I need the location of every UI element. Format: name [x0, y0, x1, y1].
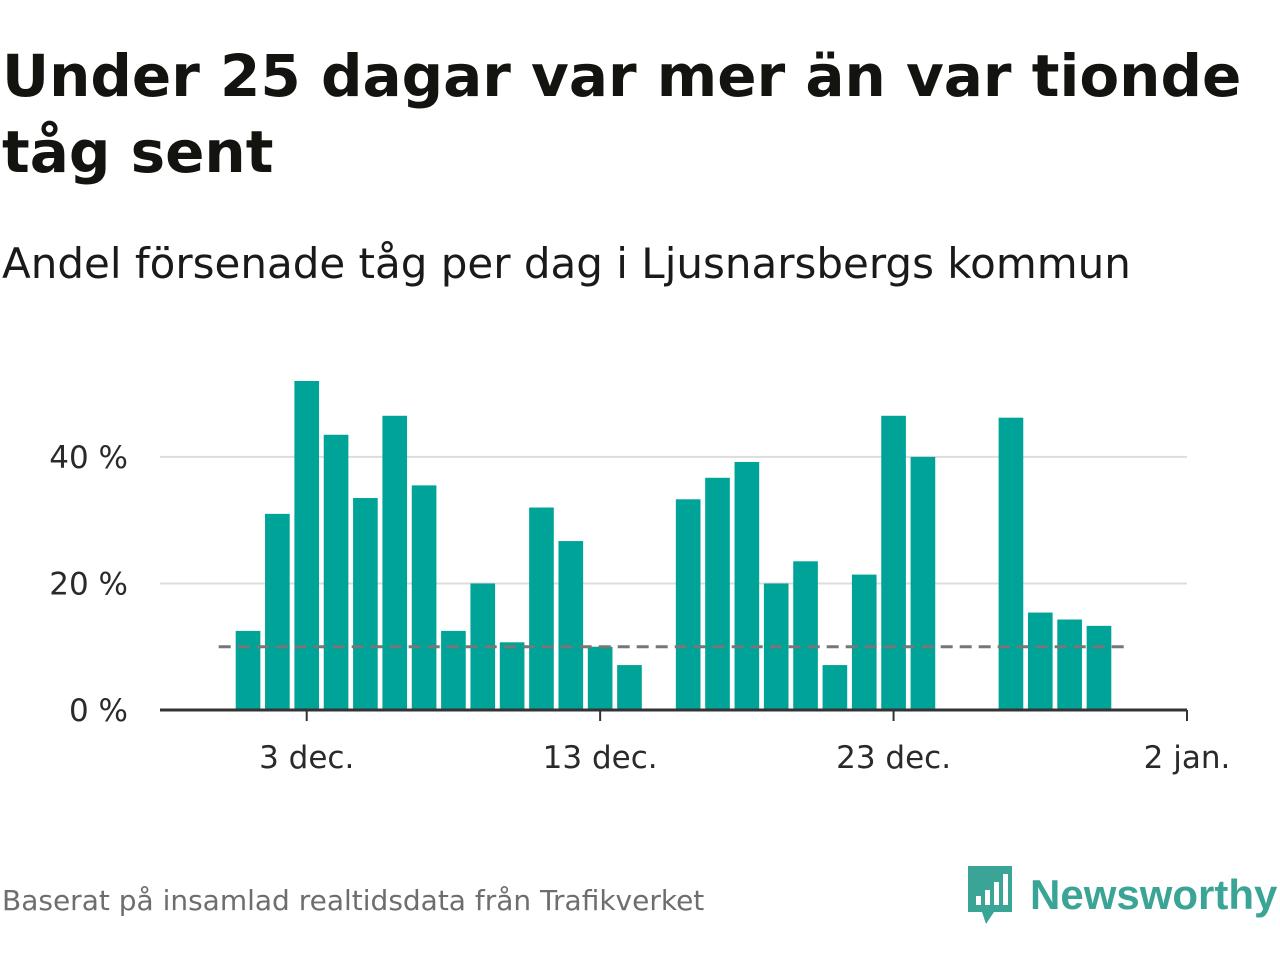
bar-chart: 0 % 20 % 40 % 3 dec. 13 dec. 23 dec. 2 jan. — [49, 380, 1231, 776]
bar — [499, 642, 525, 710]
bar — [822, 665, 848, 710]
x-tick-label: 3 dec. — [259, 740, 354, 776]
bar — [411, 485, 437, 710]
y-tick-label: 40 % — [49, 440, 128, 476]
brand-name: Newsworthy — [1030, 871, 1278, 918]
chart-subtitle: Andel försenade tåg per dag i Ljusnarsbe… — [2, 239, 1131, 288]
bar — [1057, 619, 1082, 710]
source-note: Baserat på insamlad realtidsdata från Tr… — [2, 884, 705, 917]
bar — [910, 456, 936, 710]
bar — [558, 541, 584, 710]
bar — [1027, 612, 1053, 710]
bar — [1086, 625, 1112, 710]
bar — [998, 417, 1024, 710]
bar — [441, 630, 466, 710]
y-tick-label: 20 % — [49, 566, 128, 602]
bar — [851, 574, 877, 710]
y-tick-label: 0 % — [69, 693, 128, 729]
bar — [734, 461, 760, 710]
bar — [382, 415, 408, 710]
bar — [294, 380, 320, 710]
bar — [793, 561, 818, 710]
bar — [235, 630, 261, 710]
x-tick-label: 13 dec. — [543, 740, 658, 776]
bar — [353, 498, 378, 710]
brand-logo: Newsworthy — [964, 862, 1277, 928]
bar — [617, 665, 642, 710]
x-tick-label: 23 dec. — [836, 740, 951, 776]
newsworthy-logo-icon — [968, 866, 1012, 924]
bar — [323, 434, 349, 710]
x-tick-label: 2 jan. — [1144, 740, 1231, 776]
bar — [587, 646, 613, 710]
bar — [881, 415, 906, 710]
bar — [265, 513, 290, 710]
bar — [675, 499, 701, 710]
bar — [705, 477, 730, 710]
bar — [529, 507, 554, 710]
chart-title: Under 25 dagar var mer än var tionde tåg… — [2, 42, 1242, 186]
